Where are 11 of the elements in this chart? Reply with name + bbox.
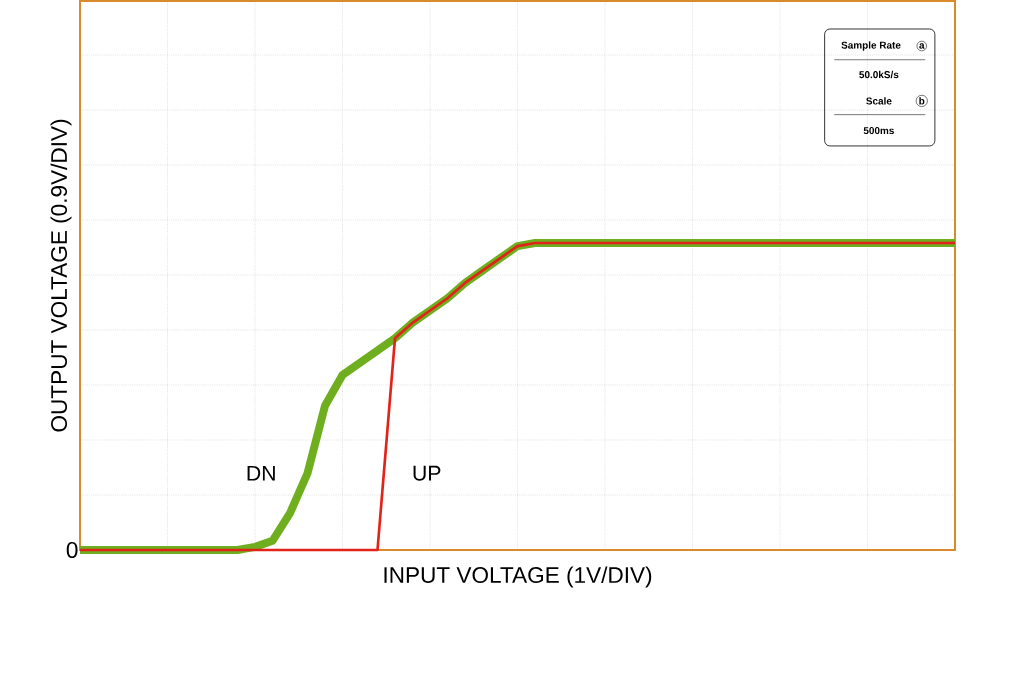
- x-axis-title: INPUT VOLTAGE (1V/DIV): [384, 566, 652, 588]
- series-label: UP: [413, 465, 441, 481]
- text: 50.0kS/s: [859, 70, 899, 79]
- text: 500ms: [863, 127, 894, 135]
- text: 0: [66, 542, 78, 558]
- series-label: DN: [247, 465, 275, 481]
- text: a: [919, 43, 925, 49]
- text: Sample Rate: [841, 41, 901, 51]
- text: Scale: [866, 97, 892, 105]
- y-axis-title: OUTPUT VOLTAGE (0.9V/DIV): [50, 119, 72, 432]
- text: b: [919, 97, 925, 105]
